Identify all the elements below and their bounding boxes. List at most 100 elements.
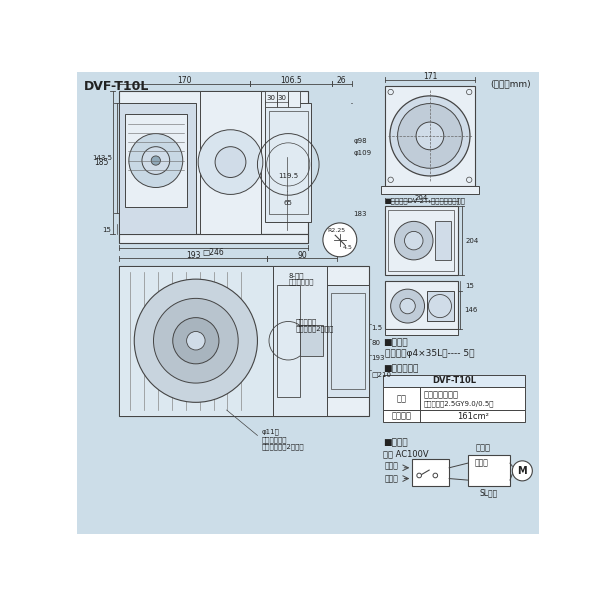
Circle shape <box>154 298 238 383</box>
Text: 8-長稴: 8-長稴 <box>288 272 304 278</box>
Bar <box>467 455 510 486</box>
Circle shape <box>390 96 470 176</box>
Bar <box>277 91 288 107</box>
Bar <box>265 103 311 222</box>
Circle shape <box>391 289 425 323</box>
Text: ベルマウス: ベルマウス <box>296 318 317 325</box>
Text: φ98: φ98 <box>354 138 367 144</box>
Text: 119.5: 119.5 <box>278 173 298 179</box>
Circle shape <box>323 223 357 257</box>
Circle shape <box>395 221 433 260</box>
Text: 193: 193 <box>186 251 200 260</box>
Text: 183: 183 <box>354 211 367 217</box>
Bar <box>200 91 262 234</box>
Bar <box>288 91 300 107</box>
Circle shape <box>187 331 205 350</box>
Circle shape <box>433 473 437 478</box>
Text: □210: □210 <box>371 371 391 377</box>
Circle shape <box>400 298 415 314</box>
Text: (単位：mm): (単位：mm) <box>490 80 531 89</box>
Circle shape <box>398 104 462 168</box>
Text: φ109: φ109 <box>354 150 372 156</box>
Text: M: M <box>518 466 527 476</box>
Bar <box>119 103 196 234</box>
Circle shape <box>467 177 472 182</box>
Text: DVF-T10L: DVF-T10L <box>432 376 476 385</box>
Bar <box>385 329 458 335</box>
Text: 電圧側: 電圧側 <box>474 458 488 467</box>
Text: 15: 15 <box>466 283 474 289</box>
Bar <box>385 206 458 275</box>
Circle shape <box>512 461 532 481</box>
Circle shape <box>388 177 394 182</box>
Circle shape <box>467 89 472 95</box>
Text: 本体取付用稴: 本体取付用稴 <box>288 278 314 285</box>
Bar <box>388 210 454 271</box>
Text: 170: 170 <box>177 76 191 85</box>
Text: 30: 30 <box>278 95 287 101</box>
Bar <box>385 281 458 329</box>
Text: 接地側: 接地側 <box>385 474 398 483</box>
Bar <box>412 458 449 486</box>
Text: 仮固定ツメ（2ヶ所）: 仮固定ツメ（2ヶ所） <box>262 443 304 450</box>
Text: 電圧側: 電圧側 <box>385 462 398 471</box>
Bar <box>327 285 369 397</box>
Bar <box>427 290 454 322</box>
Text: ■本体カバー: ■本体カバー <box>383 364 418 373</box>
Text: 185: 185 <box>94 158 109 167</box>
Bar <box>300 325 323 356</box>
Text: 電源 AC100V: 電源 AC100V <box>383 449 428 458</box>
Circle shape <box>404 232 423 250</box>
Text: 204: 204 <box>415 194 428 200</box>
Text: 146: 146 <box>464 307 477 313</box>
Text: 26: 26 <box>337 76 347 85</box>
Circle shape <box>134 279 257 403</box>
Text: 143.5: 143.5 <box>92 155 113 161</box>
Bar <box>277 285 300 397</box>
Circle shape <box>416 122 444 150</box>
Bar <box>383 387 526 410</box>
Text: 色調: 色調 <box>397 394 406 403</box>
Text: 30: 30 <box>266 95 275 101</box>
Text: 15: 15 <box>102 227 111 233</box>
Bar <box>265 91 277 107</box>
Text: 取っ手部（2ヶ所）: 取っ手部（2ヶ所） <box>296 326 334 332</box>
Bar <box>119 266 273 416</box>
Circle shape <box>151 156 160 165</box>
Text: φ11稴: φ11稴 <box>262 428 279 435</box>
Text: DVF-T10L: DVF-T10L <box>84 80 149 92</box>
Bar <box>383 410 526 422</box>
Text: 1.5: 1.5 <box>371 325 383 331</box>
Text: 90: 90 <box>297 251 307 260</box>
Text: 換気扇: 換気扇 <box>476 443 491 452</box>
Text: ■結線図: ■結線図 <box>383 439 407 448</box>
Circle shape <box>173 317 219 364</box>
Text: ■吹下金具DV-2T₁（別売）取付位置: ■吹下金具DV-2T₁（別売）取付位置 <box>385 197 466 204</box>
Text: ムーンホワイト: ムーンホワイト <box>424 390 459 399</box>
Circle shape <box>198 130 263 194</box>
Bar <box>119 91 308 234</box>
Text: 開口面積: 開口面積 <box>391 412 412 421</box>
Text: □246: □246 <box>203 248 224 257</box>
Text: ■付属品: ■付属品 <box>383 338 407 347</box>
Text: 106.5: 106.5 <box>280 76 302 85</box>
Bar <box>383 374 526 387</box>
Circle shape <box>142 146 170 175</box>
Text: 204: 204 <box>466 238 479 244</box>
Bar <box>125 115 187 207</box>
Bar <box>119 234 308 243</box>
Text: 4.5: 4.5 <box>343 245 352 250</box>
Bar <box>385 86 475 186</box>
Text: R2.25: R2.25 <box>327 228 345 233</box>
Text: 80: 80 <box>371 340 380 346</box>
Bar <box>331 293 365 389</box>
Text: 木ねじ（φ4×35L）---- 5本: 木ねじ（φ4×35L）---- 5本 <box>385 349 475 358</box>
Circle shape <box>129 134 183 187</box>
Text: SL端子: SL端子 <box>480 488 498 497</box>
Text: （マンセル2.5GY9.0/0.5）: （マンセル2.5GY9.0/0.5） <box>424 401 494 407</box>
Text: 65: 65 <box>284 200 293 206</box>
Bar <box>269 110 308 214</box>
Circle shape <box>215 146 246 178</box>
Text: 171: 171 <box>423 72 437 81</box>
Text: 161cm²: 161cm² <box>457 412 488 421</box>
